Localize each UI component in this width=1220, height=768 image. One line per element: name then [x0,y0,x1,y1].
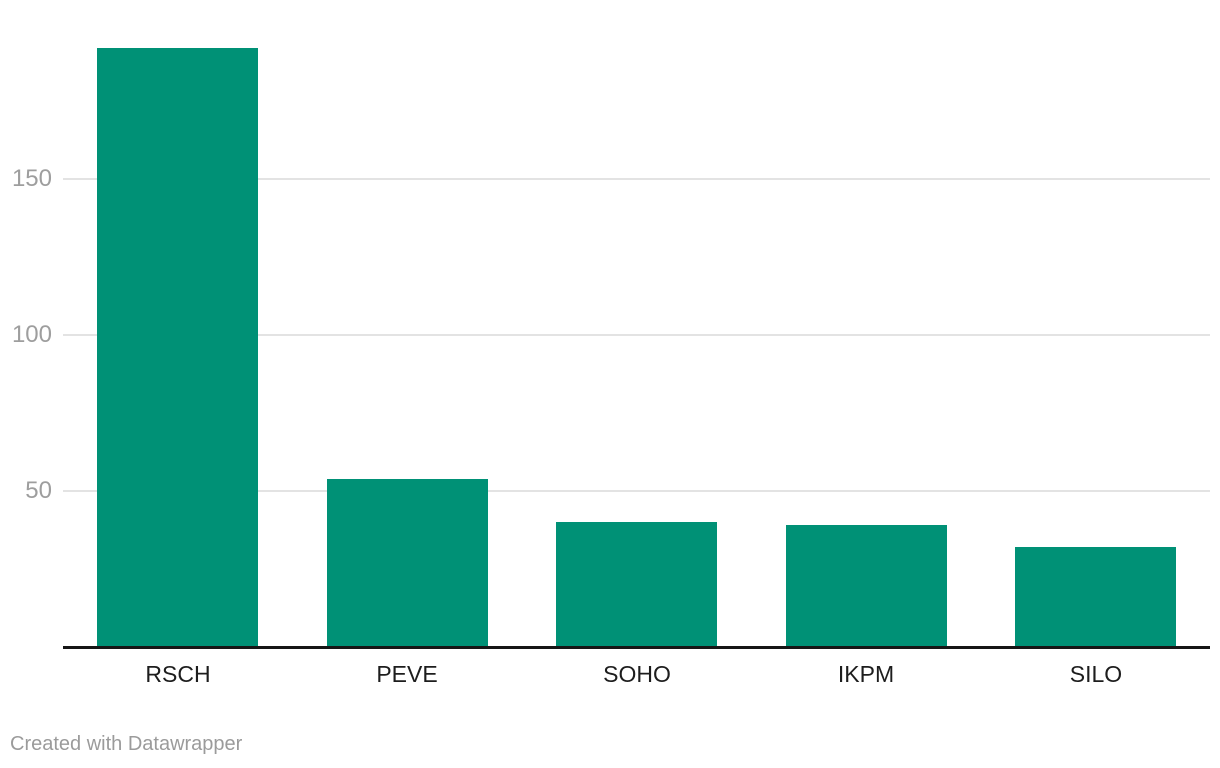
x-category-label-rsch: RSCH [145,661,211,687]
y-tick-label-150: 150 [11,165,52,192]
x-category-label-silo: SILO [1069,661,1123,687]
x-category-label-ikpm: IKPM [837,661,895,687]
x-category-label-soho: SOHO [603,661,671,687]
y-tick-label-100: 100 [11,321,52,348]
bar-ikpm [786,525,947,647]
gridline-100 [63,334,1210,336]
gridline-50 [63,490,1210,492]
bar-silo [1015,547,1176,647]
y-tick-label-50: 50 [25,477,52,504]
gridline-150 [63,178,1210,180]
x-axis-line [63,646,1210,649]
datawrapper-credit-link[interactable]: Created with Datawrapper [10,733,243,755]
x-category-label-peve: PEVE [376,661,438,687]
bar-soho [556,522,717,647]
bar-rsch [97,47,258,647]
bar-peve [327,478,488,647]
